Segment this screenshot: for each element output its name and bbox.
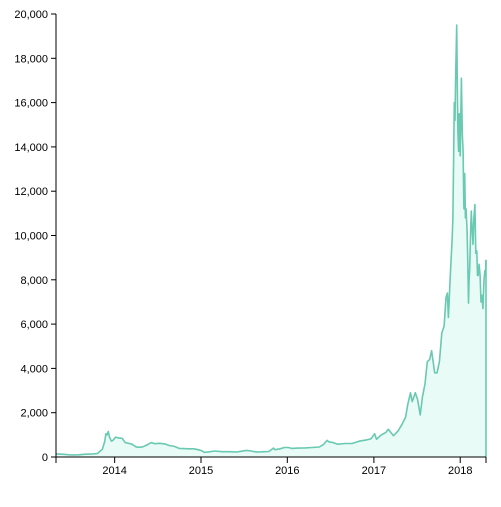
price-area-fill — [56, 25, 486, 457]
y-tick-label: 10,000 — [14, 231, 48, 243]
y-tick-label: 16,000 — [14, 98, 48, 110]
x-tick-label: 2015 — [189, 465, 213, 477]
price-line — [55, 24, 487, 456]
y-tick-label: 6,000 — [20, 319, 48, 331]
y-tick-label: 14,000 — [14, 142, 48, 154]
y-tick-label: 20,000 — [14, 9, 48, 21]
y-tick-label: 18,000 — [14, 53, 48, 65]
x-tick-label: 2016 — [275, 465, 299, 477]
area-group — [55, 24, 487, 457]
y-tick-label: 2,000 — [20, 408, 48, 420]
axes-group: 0 2,000 4,000 6,000 8,000 10,000 12,000 14,000 1… — [14, 9, 487, 477]
y-tick-label: 0 — [42, 452, 48, 464]
y-tick-label: 12,000 — [14, 186, 48, 198]
x-tick-label: 2014 — [102, 465, 126, 477]
y-tick-label: 8,000 — [20, 275, 48, 287]
x-tick-label: 2017 — [362, 465, 386, 477]
x-tick-label: 2018 — [448, 465, 472, 477]
y-tick-label: 4,000 — [20, 363, 48, 375]
